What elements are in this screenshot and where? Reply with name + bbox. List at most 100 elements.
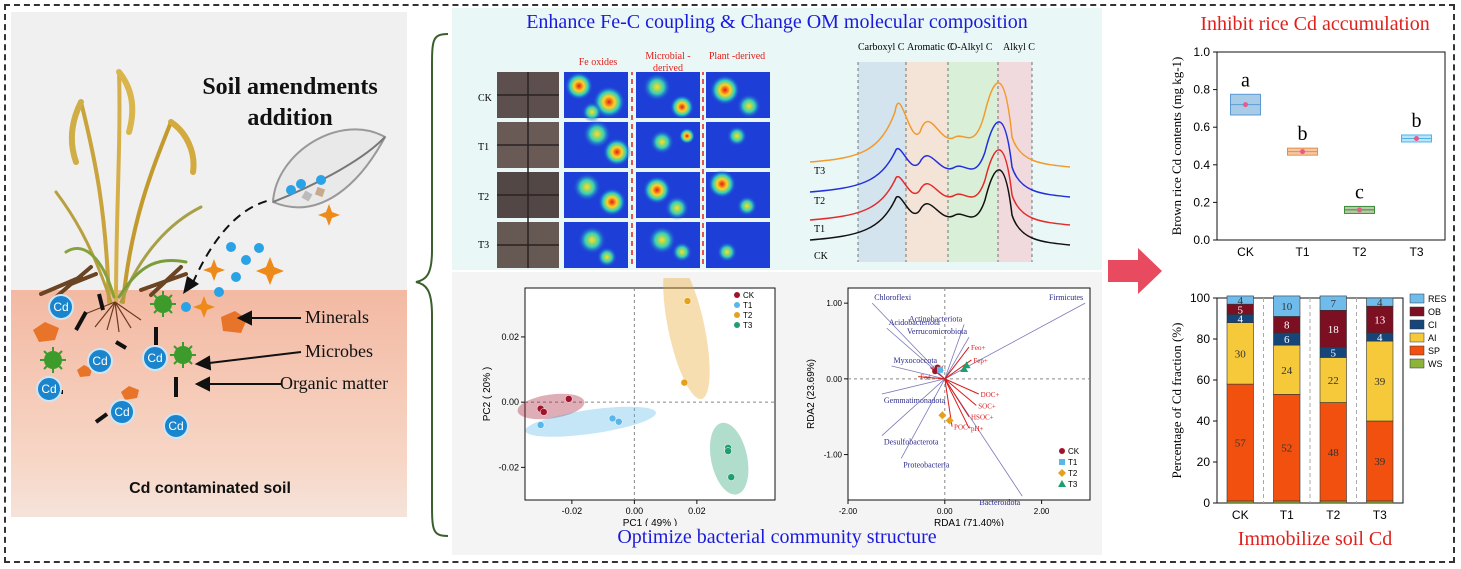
- sample-point: [962, 361, 971, 369]
- bar-segment-ai: [1226, 322, 1254, 385]
- species-arrow: [891, 365, 945, 380]
- species-label: Actinobacteriota: [909, 314, 963, 323]
- species-label: Bacteroidota: [979, 498, 1020, 507]
- species-arrow: [871, 302, 946, 380]
- legend-label: RES: [1428, 294, 1447, 304]
- legend-marker: [1059, 459, 1065, 465]
- legend-swatch: [1409, 345, 1425, 356]
- env-label: SOC+: [978, 402, 996, 410]
- confidence-ellipse: [525, 406, 657, 437]
- bar-segment-ai: [1366, 340, 1394, 422]
- data-label: 39: [1374, 376, 1386, 388]
- sem-images: [497, 72, 559, 268]
- data-point: [1357, 207, 1362, 213]
- y-tick-label: 20: [1197, 455, 1211, 469]
- x-tick-label: -0.02: [562, 506, 583, 516]
- y-tick-label: 0: [1203, 496, 1210, 510]
- y-axis-label: Percentage of Cd fraction (%): [1169, 323, 1184, 479]
- y-tick-label: 0.8: [1193, 83, 1210, 97]
- data-point: [540, 408, 548, 416]
- significance-letter: b: [1298, 123, 1308, 145]
- env-label: Fep+: [973, 357, 988, 365]
- legend-swatch: [1409, 319, 1425, 330]
- confidence-ellipse: [709, 422, 749, 495]
- spectra-row-label: T2: [814, 196, 826, 207]
- x-tick-label: CK: [1232, 508, 1249, 522]
- species-label: Desulfobacterota: [884, 438, 939, 447]
- species-label: Firmicutes: [1049, 293, 1083, 302]
- data-label: 57: [1235, 438, 1247, 450]
- plot-frame: [524, 287, 776, 501]
- x-tick-label: 0.02: [688, 506, 706, 516]
- amendment-particles: [181, 175, 340, 318]
- y-tick-label: 1.0: [1193, 45, 1210, 59]
- bar-segment-sp: [1226, 383, 1254, 502]
- plot-frame: [847, 287, 1091, 501]
- cd-fraction-title: Immobilize soil Cd: [1237, 528, 1393, 550]
- cd-ion-icon: Cd: [36, 376, 62, 402]
- spectra-region-label: Alkyl C: [1003, 42, 1035, 53]
- y-tick-label: -1.00: [824, 451, 843, 460]
- x-tick-label: T3: [1373, 508, 1387, 522]
- y-tick-label: 60: [1197, 373, 1211, 387]
- straw-icon: [39, 265, 188, 299]
- legend-swatch: [1409, 332, 1425, 343]
- data-point: [1414, 135, 1419, 141]
- y-tick-label: -0.02: [498, 462, 519, 472]
- data-point: [615, 417, 623, 426]
- legend-label: CI: [1428, 320, 1437, 330]
- data-label: 7: [1331, 298, 1337, 310]
- env-arrow: [944, 378, 977, 406]
- cd-fraction-chart: 0204060801005730454CK52246810T148225187T…: [1169, 291, 1447, 522]
- x-tick-label: CK: [1237, 245, 1254, 259]
- map-header-microbial: Microbial -derived: [645, 51, 691, 74]
- map-row-label: T2: [478, 192, 490, 203]
- x-tick-label: -2.00: [839, 507, 858, 516]
- bar-segment-ws: [1366, 500, 1394, 504]
- species-arrow: [944, 324, 965, 379]
- x-tick-label: 0.00: [937, 507, 953, 516]
- nanosims-maps: [497, 72, 770, 268]
- env-arrow: [944, 346, 970, 380]
- data-label: 5: [1238, 304, 1244, 316]
- map-header-plant: Plant -derived: [708, 51, 766, 62]
- bottom-middle-title: Optimize bacterial community structure: [617, 526, 937, 548]
- legend-label: CK: [743, 291, 755, 300]
- species-label: Myxococcota: [894, 356, 938, 365]
- x-tick-label: 0.00: [626, 506, 644, 516]
- bar-segment-res: [1273, 295, 1301, 317]
- sample-point: [936, 366, 943, 373]
- bar-segment-sp: [1319, 402, 1347, 502]
- y-tick-label: 80: [1197, 332, 1211, 346]
- x-tick-label: T1: [1295, 245, 1309, 259]
- cd-ion-icon: Cd: [109, 399, 135, 425]
- legend-marker: [1058, 469, 1066, 477]
- legend-marker: [1058, 480, 1066, 487]
- y-tick-label: 40: [1197, 414, 1211, 428]
- significance-letter: b: [1412, 110, 1422, 132]
- x-tick-label: T2: [1352, 245, 1366, 259]
- species-label: Chloroflexi: [874, 293, 912, 302]
- x-tick-label: T3: [1409, 245, 1423, 259]
- map-row-label: CK: [478, 93, 492, 104]
- data-label: 4: [1238, 295, 1244, 307]
- data-point: [565, 395, 573, 403]
- data-label: 4: [1238, 314, 1244, 326]
- env-arrow: [944, 378, 970, 429]
- bar-segment-ai: [1319, 357, 1347, 403]
- bar-segment-res: [1366, 297, 1394, 307]
- spectra-region-label: Carboxyl C: [858, 42, 905, 53]
- data-point: [1300, 149, 1305, 155]
- y-axis-label: RDA2 (23.69%): [806, 359, 817, 429]
- legend-label: AI: [1428, 333, 1437, 343]
- plot-frame: [1216, 51, 1446, 241]
- legend-label: SP: [1428, 346, 1440, 356]
- left-illustration: [33, 69, 387, 424]
- significance-letter: a: [1241, 69, 1250, 91]
- x-tick-label: T2: [1326, 508, 1340, 522]
- legend-label: T3: [743, 321, 753, 330]
- bar-segment-res: [1226, 295, 1254, 305]
- data-label: 24: [1281, 365, 1293, 377]
- label-minerals: Minerals: [305, 307, 369, 327]
